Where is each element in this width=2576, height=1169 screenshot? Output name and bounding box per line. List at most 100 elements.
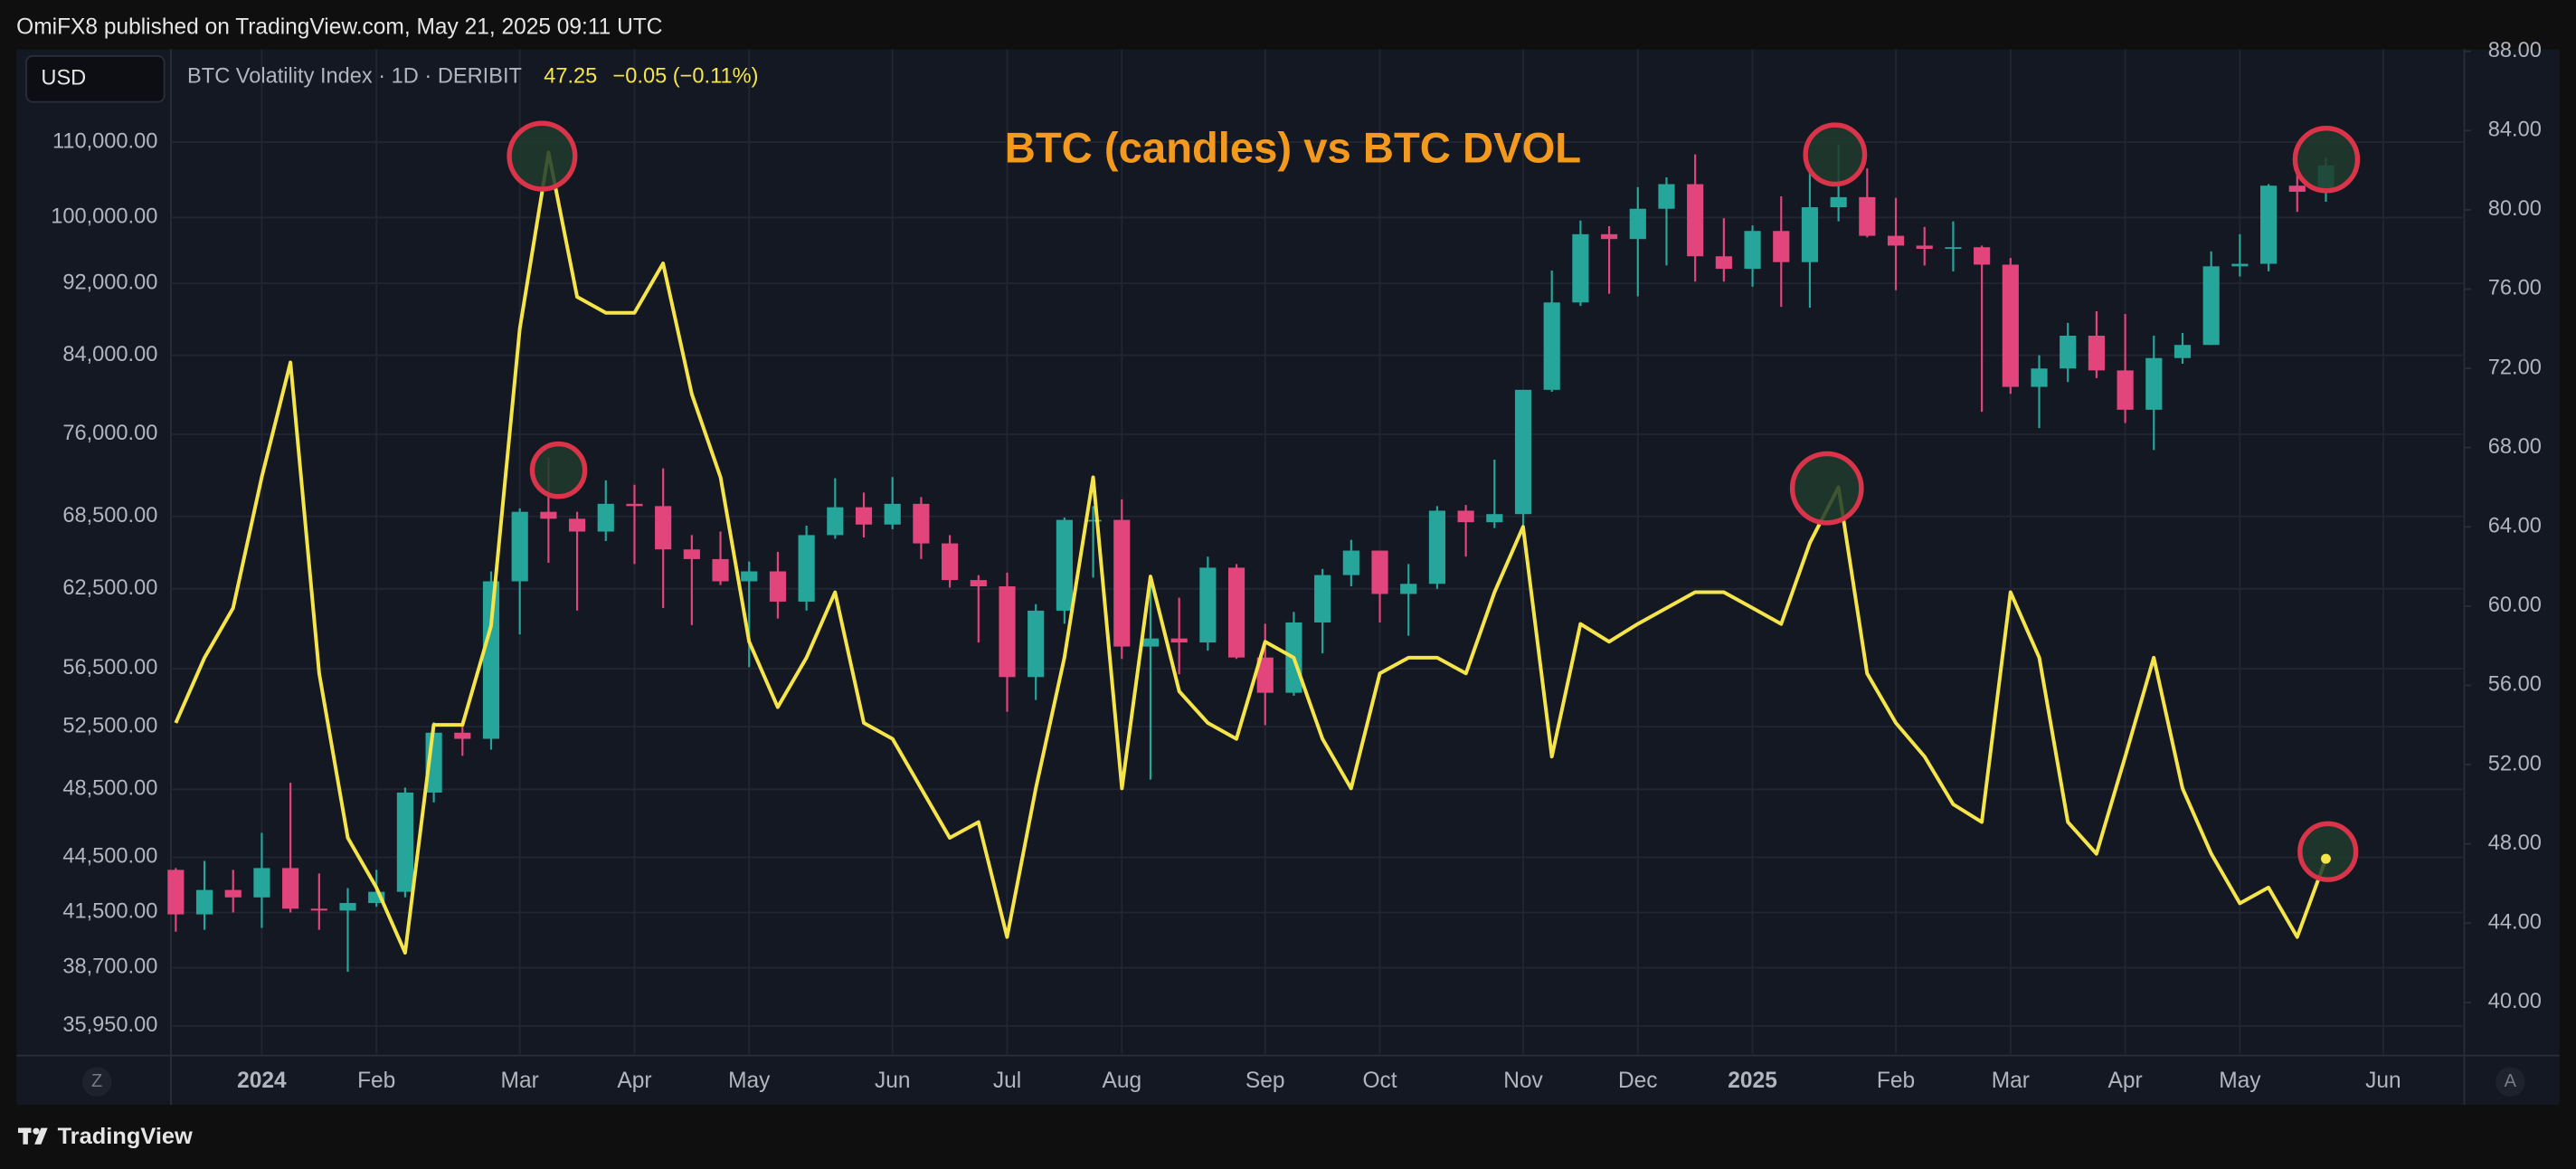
candle-body xyxy=(1256,657,1274,693)
candle-body xyxy=(2288,185,2306,192)
candle-body xyxy=(1687,184,1704,257)
candle-body xyxy=(1974,247,1991,265)
candle-body xyxy=(1801,207,1819,262)
y2-tick-label: 68.00 xyxy=(2488,435,2542,459)
chart-panel xyxy=(16,49,2560,1106)
a-button[interactable] xyxy=(2496,1067,2525,1098)
candle-body xyxy=(2174,345,2192,358)
candle-body xyxy=(2060,336,2077,369)
candle-body xyxy=(2031,368,2048,387)
highlight-circle xyxy=(1803,122,1868,187)
y2-tick-label: 48.00 xyxy=(2488,832,2542,855)
y-tick-label: 41,500.00 xyxy=(62,900,157,924)
candle-body xyxy=(224,889,242,898)
candle-body xyxy=(1141,638,1160,647)
x-tick-label: Jul xyxy=(993,1069,1021,1093)
highlight-circle xyxy=(529,441,588,499)
candle-body xyxy=(1945,247,1962,250)
marks xyxy=(167,145,2334,973)
y-tick-label: 100,000.00 xyxy=(51,205,157,229)
candle-body xyxy=(1056,519,1073,611)
candle-body xyxy=(540,511,557,519)
x-tick-label: Apr xyxy=(617,1069,651,1093)
candle-body xyxy=(339,903,356,911)
y2-tick-label: 64.00 xyxy=(2488,515,2542,538)
candle-body xyxy=(626,503,643,507)
candle-body xyxy=(1084,519,1102,522)
y2-tick-label: 84.00 xyxy=(2488,119,2542,142)
candle-body xyxy=(396,792,413,892)
y-tick-label: 76,000.00 xyxy=(62,422,157,445)
highlight-circle xyxy=(2297,821,2359,882)
logo-part xyxy=(23,1127,28,1145)
x-tick-label: Jun xyxy=(2365,1069,2401,1093)
candle-body xyxy=(1371,550,1388,594)
x-tick-label: Dec xyxy=(1618,1069,1658,1093)
candle-body xyxy=(942,543,959,581)
candle-body xyxy=(855,507,873,525)
last-point xyxy=(2321,853,2331,864)
candle-body xyxy=(1916,245,1933,250)
x-tick-label: May xyxy=(2219,1069,2261,1093)
x-tick-label: Apr xyxy=(2108,1069,2143,1093)
y2-tick-label: 52.00 xyxy=(2488,752,2542,775)
logo-part xyxy=(33,1127,40,1135)
candle-body xyxy=(913,503,930,544)
candle-body xyxy=(310,908,327,911)
y2-tick-label: 72.00 xyxy=(2488,356,2542,379)
currency-box[interactable] xyxy=(25,54,166,103)
y-tick-label: 38,700.00 xyxy=(62,955,157,979)
symbol: BTC Volatility Index · 1D · DERIBIT xyxy=(187,65,522,89)
candle-body xyxy=(482,581,500,739)
candle-body xyxy=(655,506,672,550)
brand: TradingView xyxy=(58,1124,193,1149)
candle-body xyxy=(769,571,787,602)
x-tick-label: Feb xyxy=(1877,1069,1915,1093)
candle-body xyxy=(1629,208,1646,240)
y-tick-label: 68,500.00 xyxy=(62,504,157,527)
candle-body xyxy=(1342,550,1359,575)
candle-body xyxy=(2259,185,2278,264)
candle-body xyxy=(1400,584,1417,594)
z-button[interactable] xyxy=(81,1067,112,1098)
candle-body xyxy=(2145,357,2163,410)
highlight-circle xyxy=(507,120,578,192)
candle-body xyxy=(1887,235,1905,246)
candle-body xyxy=(1744,231,1761,270)
y-tick-label: 52,500.00 xyxy=(62,714,157,737)
candle-body xyxy=(195,889,213,915)
last-value: 47.25 xyxy=(544,65,597,89)
x-tick-label: Nov xyxy=(1503,1069,1543,1093)
y2-tick-label: 56.00 xyxy=(2488,673,2542,697)
candle-body xyxy=(2117,370,2134,410)
brand-logo xyxy=(17,1127,48,1145)
candle-body xyxy=(999,586,1016,678)
candle-body xyxy=(712,558,729,582)
candle-body xyxy=(1028,610,1045,678)
candle-body xyxy=(2002,264,2019,387)
grid: 35,950.00 38,700.00 41,500.00 44,500.00 48,5… xyxy=(51,39,2542,1093)
x-tick-label: May xyxy=(728,1069,771,1093)
x-tick-label: Sep xyxy=(1245,1069,1285,1093)
y-tick-label: 92,000.00 xyxy=(62,271,157,294)
candle-body xyxy=(1572,233,1589,303)
candle-body xyxy=(741,571,758,582)
y2-tick-label: 44.00 xyxy=(2488,910,2542,934)
y-tick-label: 110,000.00 xyxy=(52,129,157,153)
candle-body xyxy=(167,870,185,915)
currency: USD xyxy=(41,66,86,90)
logo-part xyxy=(34,1127,48,1145)
y-tick-label: 62,500.00 xyxy=(62,576,157,600)
x-tick-label: Aug xyxy=(1102,1069,1141,1093)
candle-body xyxy=(1227,567,1245,658)
candle-body xyxy=(1601,233,1618,240)
candle-body xyxy=(1170,638,1188,643)
a-label: A xyxy=(2505,1071,2517,1091)
x-tick-label: 2024 xyxy=(237,1069,287,1093)
y2-tick-label: 40.00 xyxy=(2488,990,2542,1013)
candle-body xyxy=(1830,196,1847,208)
y-tick-label: 35,950.00 xyxy=(62,1013,157,1037)
candle-body xyxy=(511,511,528,582)
